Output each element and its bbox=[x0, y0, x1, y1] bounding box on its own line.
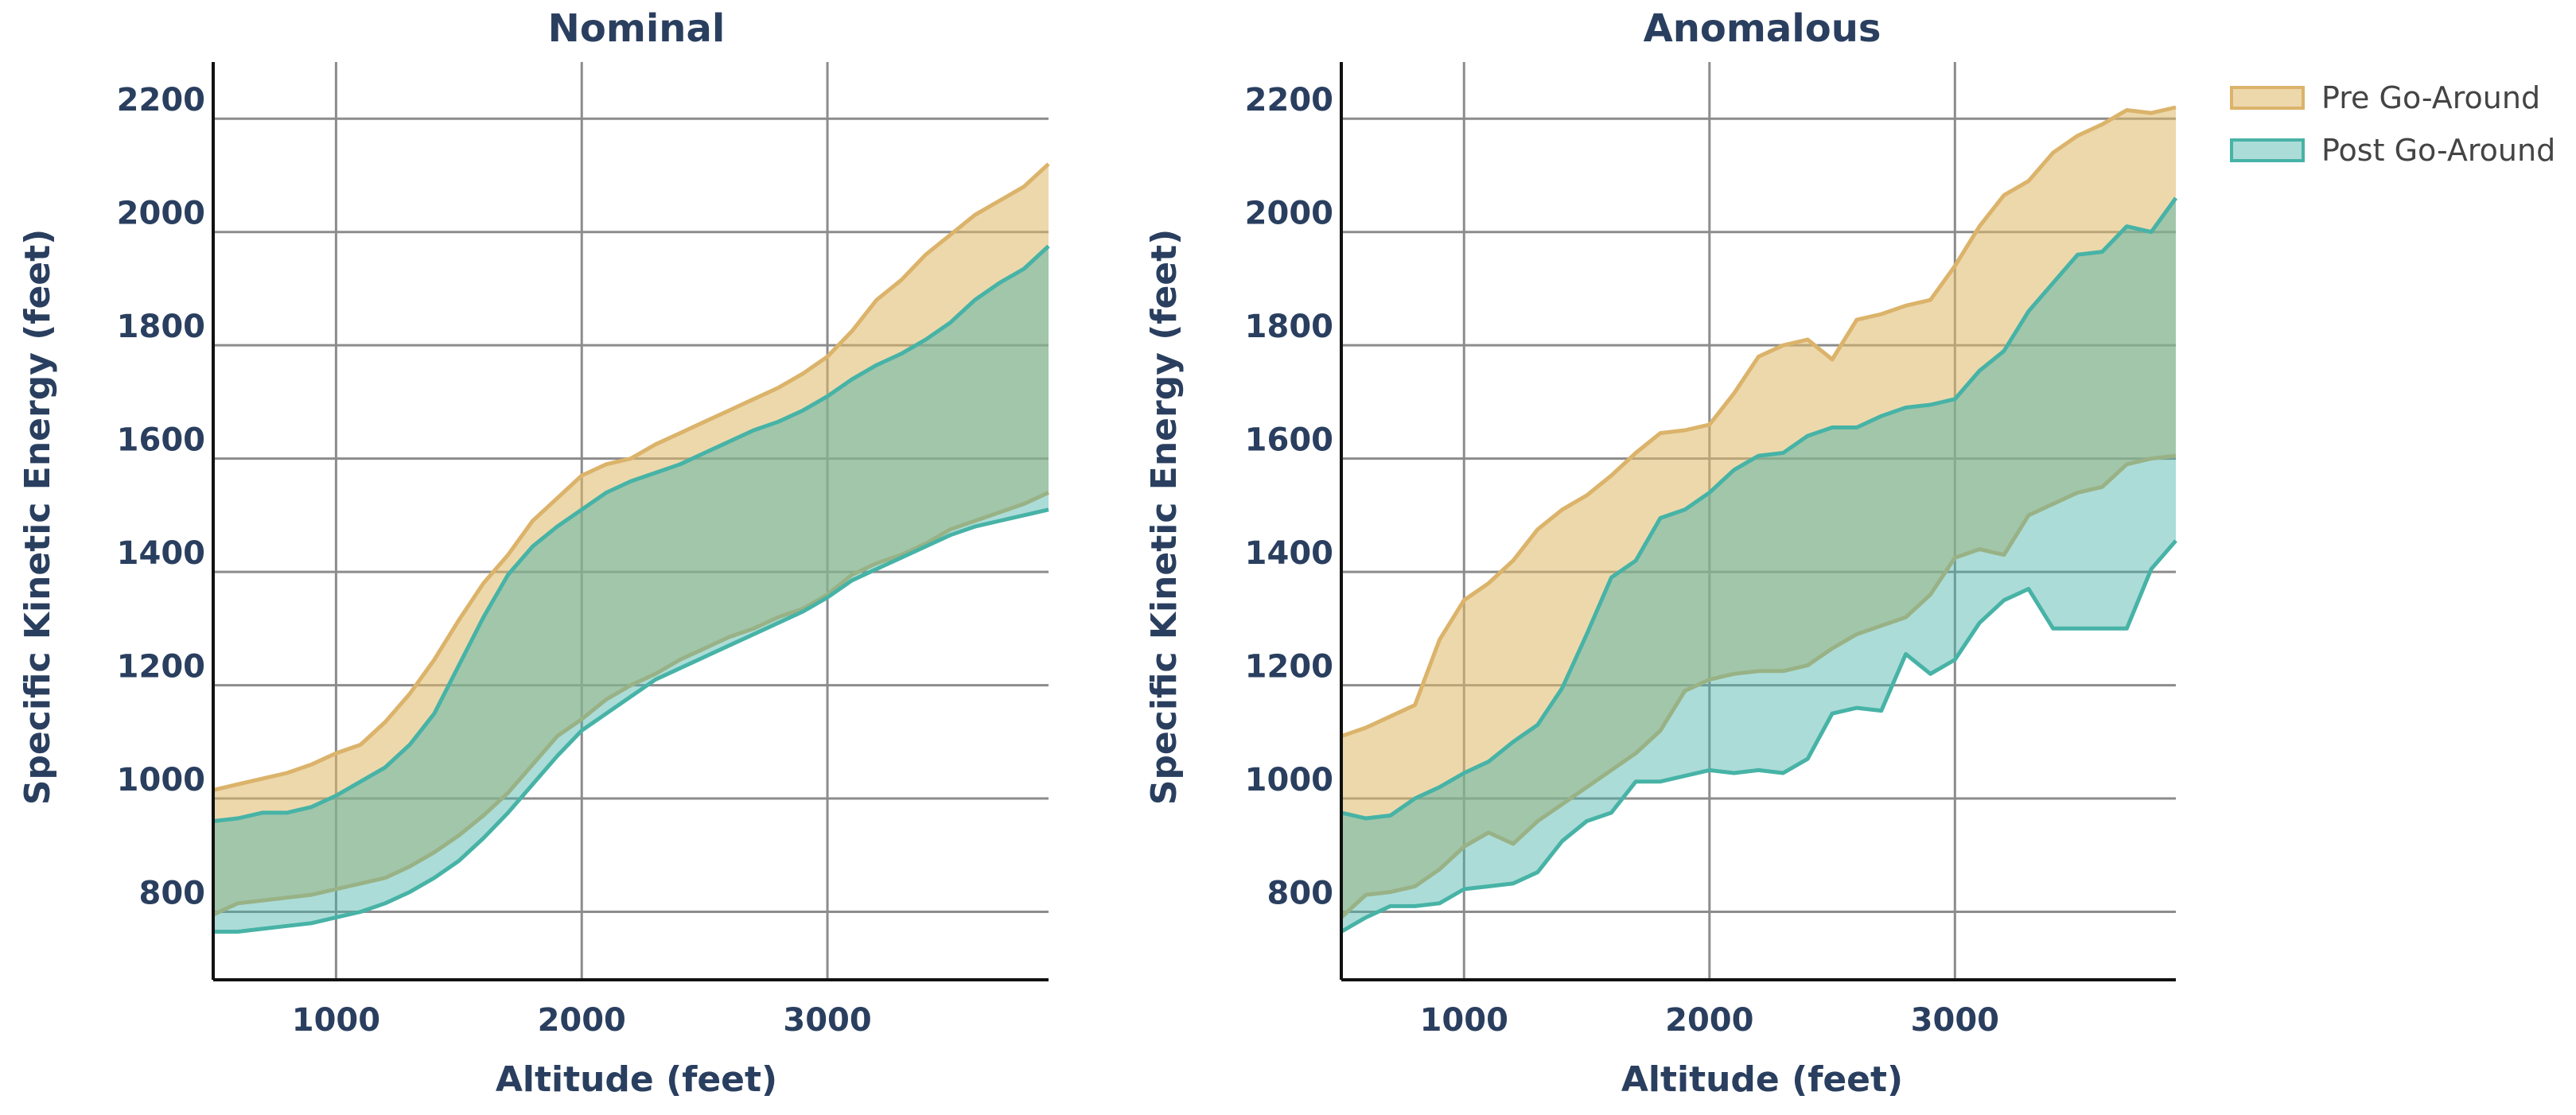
nominal-y-axis-title: Specific Kinetic Energy (feet) bbox=[18, 229, 58, 806]
nominal-ytick-1800: 1800 bbox=[117, 309, 205, 345]
nominal-ytick-2200: 2200 bbox=[117, 82, 205, 118]
anomalous-ytick-2200: 2200 bbox=[1245, 82, 1333, 118]
nominal-pre-go-around-upper-line bbox=[212, 162, 1050, 792]
anomalous-ytick-2000: 2000 bbox=[1245, 196, 1333, 232]
anomalous-ytick-1200: 1200 bbox=[1245, 649, 1333, 686]
nominal-y-tick-labels: 800 1000 1200 1400 1600 1800 2000 2200 bbox=[117, 82, 205, 911]
legend: Pre Go-Around Post Go-Around bbox=[2230, 80, 2555, 168]
anomalous-ytick-800: 800 bbox=[1267, 876, 1334, 912]
legend-label-pre-go-around[interactable]: Pre Go-Around bbox=[2321, 80, 2540, 115]
anomalous-chart-title: Anomalous bbox=[1644, 6, 1881, 51]
anomalous-bands bbox=[1340, 105, 2178, 934]
anomalous-ytick-1000: 1000 bbox=[1245, 762, 1333, 798]
anomalous-x-axis-title: Altitude (feet) bbox=[1621, 1059, 1903, 1100]
anomalous-xtick-2000: 2000 bbox=[1665, 1002, 1753, 1039]
nominal-pre-go-around-lower-line bbox=[212, 491, 1050, 917]
nominal-ytick-1200: 1200 bbox=[117, 649, 205, 686]
nominal-xtick-3000: 3000 bbox=[783, 1002, 871, 1039]
nominal-post-go-around-lower-line bbox=[213, 507, 1049, 934]
legend-label-post-go-around[interactable]: Post Go-Around bbox=[2321, 133, 2555, 168]
nominal-ytick-2000: 2000 bbox=[117, 196, 205, 232]
nominal-xtick-1000: 1000 bbox=[292, 1002, 380, 1039]
anomalous-xtick-1000: 1000 bbox=[1420, 1002, 1508, 1039]
nominal-chart-title: Nominal bbox=[548, 6, 726, 51]
legend-swatch-pre-go-around[interactable] bbox=[2230, 86, 2305, 110]
anomalous-y-axis-title: Specific Kinetic Energy (feet) bbox=[1144, 229, 1185, 806]
nominal-ytick-800: 800 bbox=[139, 876, 206, 912]
nominal-x-tick-labels: 1000 2000 3000 bbox=[292, 1002, 872, 1039]
nominal-bands bbox=[212, 162, 1050, 934]
nominal-post-go-around-band[interactable] bbox=[213, 246, 1049, 932]
legend-swatch-post-go-around[interactable] bbox=[2230, 138, 2305, 162]
anomalous-ytick-1800: 1800 bbox=[1245, 309, 1333, 345]
anomalous-post-go-around-lower-line bbox=[1340, 539, 2177, 934]
nominal-ytick-1400: 1400 bbox=[117, 535, 205, 572]
anomalous-pre-go-around-lower-line bbox=[1340, 453, 2177, 919]
nominal-ytick-1000: 1000 bbox=[117, 762, 205, 798]
anomalous-post-go-around-band[interactable] bbox=[1341, 198, 2176, 932]
nominal-x-axis-title: Altitude (feet) bbox=[496, 1059, 777, 1100]
anomalous-pre-go-around-band[interactable] bbox=[1341, 107, 2176, 918]
anomalous-x-tick-labels: 1000 2000 3000 bbox=[1420, 1002, 1999, 1039]
nominal-panel: 1000 2000 3000 800 1000 1200 1400 1600 1800 2000… bbox=[18, 6, 1050, 1100]
nominal-xtick-2000: 2000 bbox=[538, 1002, 626, 1039]
anomalous-ytick-1600: 1600 bbox=[1245, 422, 1333, 459]
anomalous-panel: 1000 2000 3000 800 1000 1200 1400 1600 1800 2000… bbox=[1144, 6, 2178, 1100]
anomalous-post-go-around-upper-line bbox=[1341, 196, 2178, 821]
nominal-post-go-around-upper-line bbox=[212, 244, 1050, 823]
anomalous-pre-go-around-upper-line bbox=[1341, 105, 2177, 739]
nominal-ytick-1600: 1600 bbox=[117, 422, 205, 459]
anomalous-y-tick-labels: 800 1000 1200 1400 1600 1800 2000 2200 bbox=[1245, 82, 1333, 911]
anomalous-ytick-1400: 1400 bbox=[1245, 535, 1333, 572]
anomalous-xtick-3000: 3000 bbox=[1911, 1002, 1999, 1039]
